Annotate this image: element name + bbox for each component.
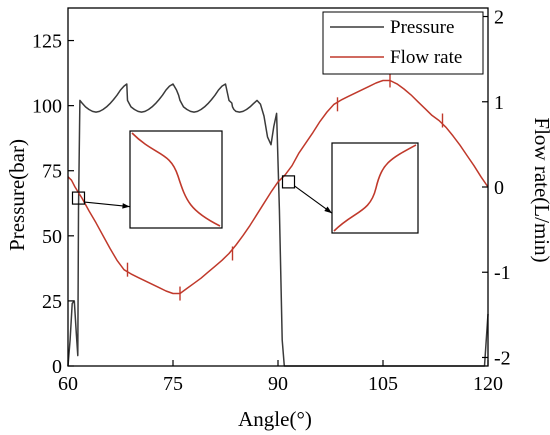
axes-layer: 60 75 90 105 120 0 25 50 75 100 125 -2 -1 0 1 2 xyxy=(32,7,511,395)
legend: Pressure Flow rate xyxy=(322,11,484,75)
inset-arrow-1 xyxy=(294,185,333,214)
legend-box xyxy=(322,11,484,75)
y-right-tick-label-2: 2 xyxy=(494,7,504,29)
inset-curve-1 xyxy=(333,144,417,232)
y-right-tick-label--2: -2 xyxy=(494,347,511,369)
x-tick-label-105: 105 xyxy=(368,373,398,395)
inset-box-1 xyxy=(331,142,419,234)
x-tick-label-120: 120 xyxy=(473,373,503,395)
x-axis-label: Angle(°) xyxy=(238,407,312,431)
y-left-tick-label-50: 50 xyxy=(42,226,62,248)
y-right-tick-label--1: -1 xyxy=(494,262,511,284)
x-tick-label-60: 60 xyxy=(58,373,78,395)
y-left-tick-label-125: 125 xyxy=(32,31,62,53)
y-left-axis-label: Pressure(bar) xyxy=(5,139,29,251)
y-left-tick-label-75: 75 xyxy=(42,161,62,183)
y-left-tick-label-0: 0 xyxy=(52,356,62,378)
inset-arrow-0 xyxy=(84,201,131,208)
inset-arrowhead-0 xyxy=(122,203,130,209)
inset-marker-0 xyxy=(71,191,86,205)
y-right-tick-label-1: 1 xyxy=(494,92,504,114)
inset-curve-0 xyxy=(131,132,221,227)
series-line-pressure xyxy=(67,83,489,367)
y-right-axis-label: Flow rate(L/min) xyxy=(530,117,550,262)
legend-pressure-label: Pressure xyxy=(390,17,454,38)
x-tick-label-90: 90 xyxy=(268,373,288,395)
series-line-flow-rate xyxy=(67,79,489,295)
inset-box-0 xyxy=(129,130,223,229)
x-tick-label-75: 75 xyxy=(163,373,183,395)
plot-layer xyxy=(67,73,489,367)
y-right-tick-label-0: 0 xyxy=(494,177,504,199)
inset-marker-1 xyxy=(281,175,296,189)
inset-arrowhead-1 xyxy=(324,206,332,214)
y-left-tick-label-100: 100 xyxy=(32,96,62,118)
legend-flow-label: Flow rate xyxy=(390,47,462,68)
y-left-tick-label-25: 25 xyxy=(42,291,62,313)
